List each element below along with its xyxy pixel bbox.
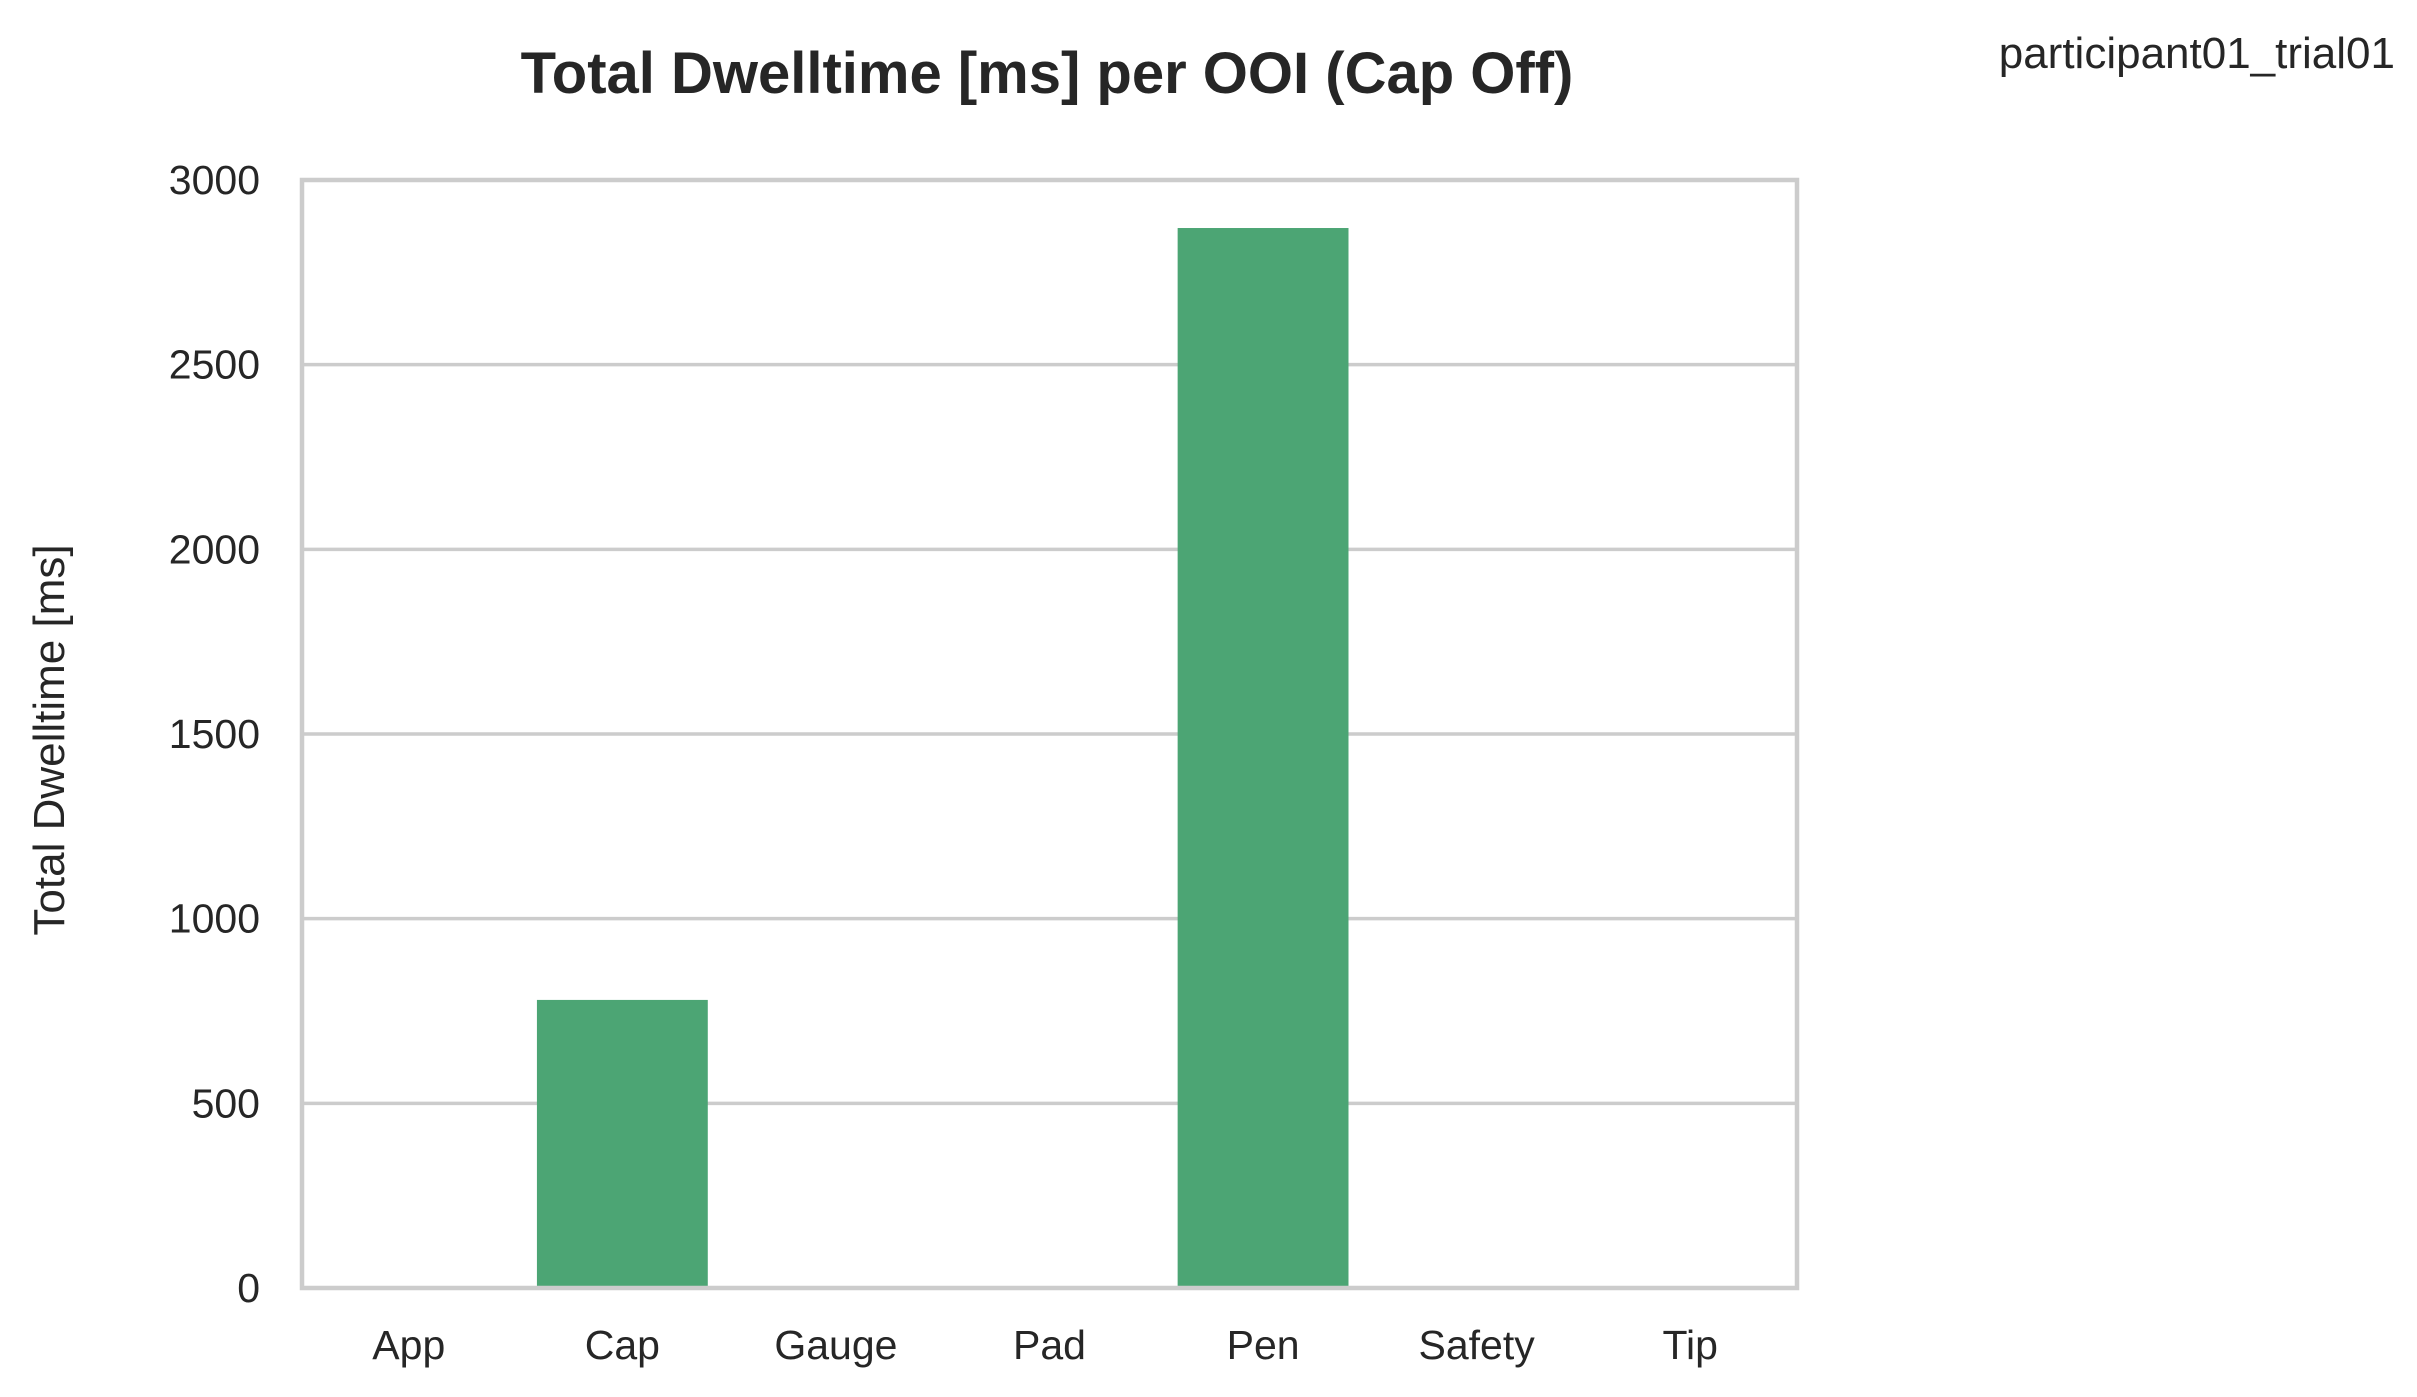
y-tick-label: 1500 — [169, 711, 260, 757]
bar-cap — [536, 999, 708, 1288]
y-axis-label: Total Dwelltime [ms] — [25, 544, 74, 935]
bars — [536, 228, 1349, 1289]
y-tick-label: 1000 — [169, 896, 260, 942]
x-tick-label-gauge: Gauge — [774, 1322, 897, 1368]
x-tick-label-pad: Pad — [1013, 1322, 1086, 1368]
y-tick-label: 3000 — [169, 157, 260, 203]
x-tick-label-safety: Safety — [1419, 1322, 1536, 1368]
x-tick-label-cap: Cap — [585, 1322, 660, 1368]
chart-title: Total Dwelltime [ms] per OOI (Cap Off) — [521, 41, 1574, 106]
y-tick-label: 2500 — [169, 342, 260, 388]
grid-lines — [302, 362, 1797, 1106]
y-tick-labels: 0 500 1000 1500 2000 2500 3000 — [169, 157, 260, 1311]
plot-frame — [299, 177, 1800, 1291]
chart-annotation: participant01_trial01 — [1999, 29, 2395, 78]
x-tick-labels: App Cap Gauge Pad Pen Safety Tip — [372, 1322, 1718, 1368]
y-tick-label: 500 — [192, 1080, 260, 1126]
x-tick-label-pen: Pen — [1227, 1322, 1300, 1368]
x-tick-label-app: App — [372, 1322, 445, 1368]
bar-pen — [1177, 228, 1349, 1289]
y-tick-label: 0 — [237, 1265, 260, 1311]
y-tick-label: 2000 — [169, 526, 260, 572]
x-tick-label-tip: Tip — [1662, 1322, 1717, 1368]
